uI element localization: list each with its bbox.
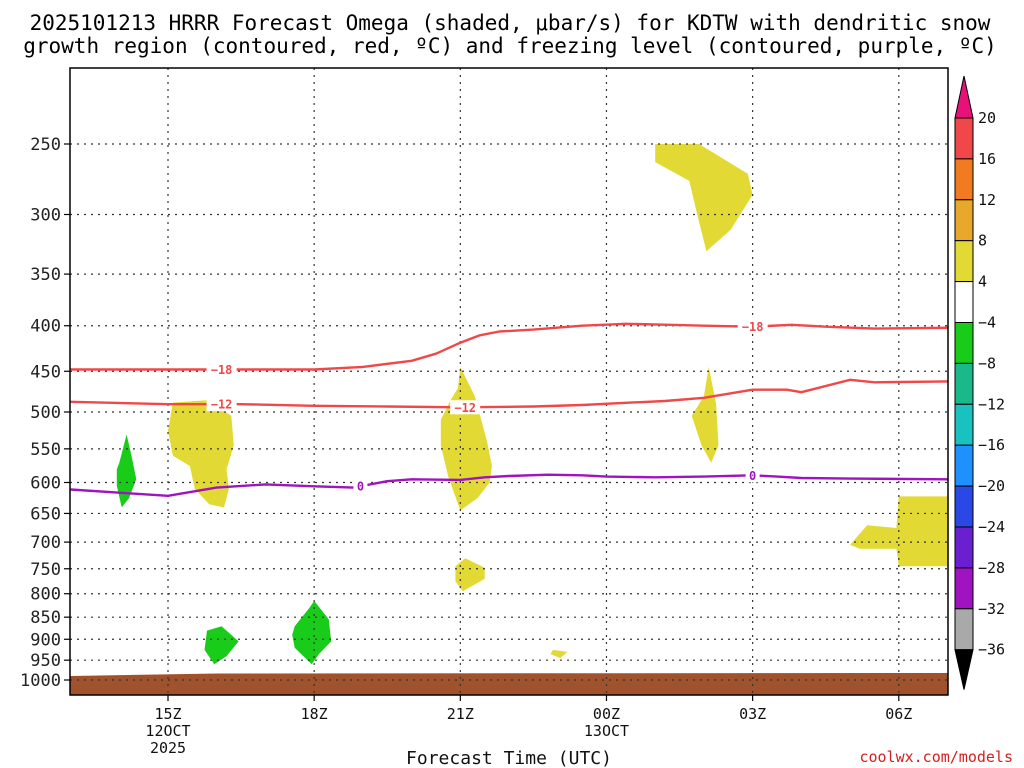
colorbar-label-1: 16	[978, 150, 996, 168]
colorbar-band-5	[954, 322, 974, 364]
contour-label-bg-freezing-level-0-1	[745, 468, 760, 483]
contour-dgz-minus12	[70, 378, 948, 409]
credit-text: coolwx.com/models	[859, 748, 1013, 766]
y-tick-label-250: 250	[30, 135, 61, 155]
contour-label-dgz-minus12-0: −12	[211, 398, 233, 412]
x-tick-sublabel-15Z-1: 2025	[150, 739, 186, 757]
contour-label-dgz-minus12-1: −12	[454, 401, 476, 415]
colorbar-label-2: 12	[978, 191, 996, 209]
omega-region-yellow-blob-02z-mid	[691, 366, 719, 463]
colorbar-band-7	[954, 403, 974, 446]
y-tick-label-900: 900	[30, 630, 61, 650]
omega-region-yellow-blob-16z	[168, 400, 234, 508]
y-tick-label-950: 950	[30, 651, 61, 671]
colorbar-label-8: −16	[978, 436, 1005, 454]
contour-label-bg-freezing-level-0-0	[353, 479, 368, 494]
x-tick-label-15Z: 15Z	[154, 705, 181, 723]
colorbar-band-1	[954, 158, 974, 201]
contour-label-freezing-level-0-1: 0	[749, 469, 756, 483]
plot-frame	[69, 67, 949, 696]
y-tick-label-450: 450	[30, 362, 61, 382]
contour-label-bg-dgz-minus18-1	[737, 319, 768, 334]
x-tick-sublabel-15Z-0: 12OCT	[145, 722, 190, 740]
y-tick-label-1000: 1000	[20, 671, 61, 691]
y-tick-label-500: 500	[30, 403, 61, 423]
y-tick-label-800: 800	[30, 585, 61, 605]
y-tick-label-700: 700	[30, 533, 61, 553]
omega-region-green-blob-18z-low	[292, 600, 332, 665]
contour-label-bg-dgz-minus18-0	[206, 362, 237, 377]
terrain-ground	[70, 673, 948, 695]
chart-title-line-2: growth region (contoured, red, ºC) and f…	[23, 34, 997, 58]
colorbar-band-12	[954, 608, 974, 651]
x-tick-label-21Z: 21Z	[447, 705, 474, 723]
colorbar-band-6	[954, 362, 974, 405]
y-tick-label-600: 600	[30, 473, 61, 493]
x-tick-label-03Z: 03Z	[739, 705, 766, 723]
omega-region-green-blob-14z	[116, 434, 137, 508]
contour-label-dgz-minus18-1: −18	[742, 320, 764, 334]
x-tick-label-00Z: 00Z	[593, 705, 620, 723]
omega-region-yellow-blob-21z	[440, 366, 492, 511]
y-tick-label-350: 350	[30, 265, 61, 285]
contour-label-bg-dgz-minus12-0	[206, 397, 237, 412]
colorbar-band-9	[954, 485, 974, 528]
y-tick-label-300: 300	[30, 205, 61, 225]
colorbar-label-5: −4	[978, 314, 996, 332]
colorbar-label-9: −20	[978, 477, 1005, 495]
colorbar-band-11	[954, 567, 974, 610]
plot-inner: −18 −18 −12 −12 0 0	[70, 68, 948, 695]
colorbar-label-12: −32	[978, 600, 1005, 618]
omega-region-yellow-speck-2230z	[550, 649, 568, 659]
colorbar-label-7: −12	[978, 395, 1005, 413]
contour-dgz-minus18	[70, 322, 948, 371]
colorbar-label-0: 20	[978, 109, 996, 127]
colorbar-label-4: 4	[978, 273, 987, 291]
y-tick-label-750: 750	[30, 560, 61, 580]
colorbar-label-10: −24	[978, 518, 1005, 536]
colorbar-band-2	[954, 199, 974, 242]
y-tick-label-850: 850	[30, 608, 61, 628]
y-tick-label-400: 400	[30, 317, 61, 337]
colorbar-label-6: −8	[978, 354, 996, 372]
x-axis-label: Forecast Time (UTC)	[406, 748, 612, 768]
colorbar-label-3: 8	[978, 232, 987, 250]
colorbar-label-11: −28	[978, 559, 1005, 577]
contour-label-dgz-minus18-0: −18	[211, 363, 233, 377]
plot-area: −18 −18 −12 −12 0 0 250 300 350 400 450 500 550 600 65…	[20, 67, 949, 757]
contour-label-bg-dgz-minus12-1	[450, 400, 481, 415]
colorbar-band-10	[954, 526, 974, 569]
x-tick-label-06Z: 06Z	[885, 705, 912, 723]
colorbar-band-4	[954, 281, 974, 324]
y-tick-label-650: 650	[30, 504, 61, 524]
omega-region-yellow-blob-21z-low	[455, 558, 485, 592]
omega-region-green-blob-16z-low	[204, 626, 239, 665]
omega-region-yellow-blob-06z	[850, 496, 948, 567]
colorbar-label-13: −36	[978, 641, 1005, 659]
omega-region-yellow-blob-02z-upper	[655, 144, 753, 252]
colorbar-arrow-bottom	[954, 649, 974, 690]
colorbar-band-3	[954, 240, 974, 283]
colorbar-arrow-top	[954, 75, 974, 119]
chart-title-line-1: 2025101213 HRRR Forecast Omega (shaded, …	[30, 11, 991, 35]
x-tick-label-18Z: 18Z	[301, 705, 328, 723]
colorbar: 20 16 12 8 4 −4 −8 −12 −16 −20 −24 −28 −32 −36	[954, 75, 1005, 690]
contour-freezing-level-0	[70, 473, 948, 497]
contour-label-freezing-level-0-0: 0	[357, 480, 364, 494]
y-tick-label-550: 550	[30, 440, 61, 460]
x-tick-sublabel-00Z-0: 13OCT	[584, 722, 629, 740]
colorbar-band-8	[954, 444, 974, 487]
colorbar-band-0	[954, 117, 974, 160]
